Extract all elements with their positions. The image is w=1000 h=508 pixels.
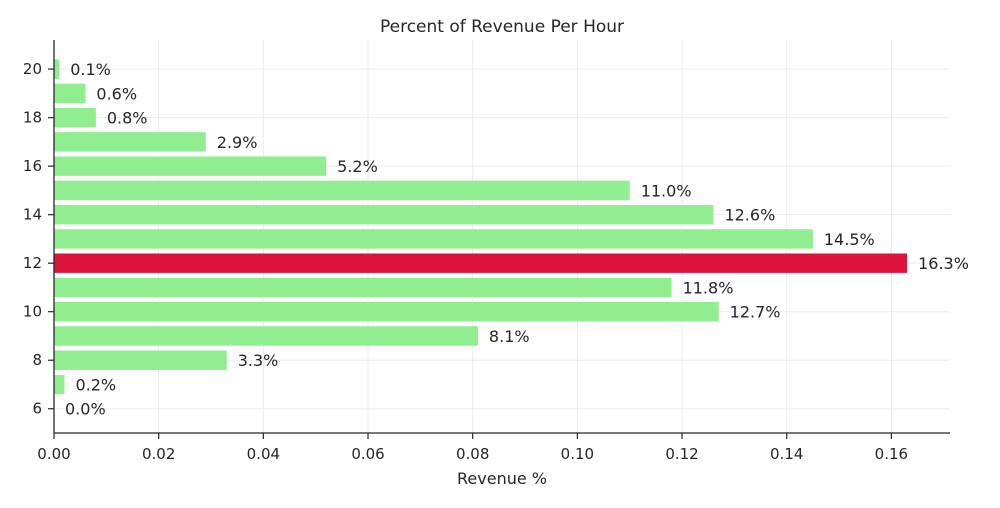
bar-label-hour-17: 2.9%: [217, 133, 258, 152]
bar-hour-19: [54, 83, 86, 104]
x-tick-label: 0.16: [875, 445, 908, 463]
y-tick-label: 18: [23, 109, 42, 127]
bar-label-hour-16: 5.2%: [337, 157, 378, 176]
bar-label-hour-15: 11.0%: [641, 181, 692, 200]
y-tick-label: 16: [23, 157, 42, 175]
x-tick-label: 0.14: [770, 445, 803, 463]
x-tick-label: 0.02: [142, 445, 175, 463]
bar-hour-7: [54, 374, 65, 395]
bar-hour-15: [54, 180, 630, 201]
bar-label-hour-12: 16.3%: [918, 254, 969, 273]
bar-hour-17: [54, 132, 206, 152]
bar-label-hour-6: 0.0%: [65, 400, 106, 419]
bar-label-hour-20: 0.1%: [70, 60, 111, 79]
bar-labels: 0.0% 0.2% 3.3% 8.1% 12.7% 11.8% 16.3% 14.5% 12.6…: [65, 60, 969, 419]
x-tick-label: 0.06: [351, 445, 384, 463]
x-tick-label: 0.08: [456, 445, 489, 463]
y-tick-label: 6: [32, 400, 42, 418]
bar-hour-9: [54, 326, 478, 346]
bar-hour-20: [54, 59, 60, 79]
bar-hour-14: [54, 204, 714, 225]
bar-label-hour-10: 12.7%: [730, 303, 781, 322]
bar-label-hour-19: 0.6%: [96, 84, 137, 103]
x-axis-label: Revenue %: [457, 469, 547, 488]
bar-label-hour-13: 14.5%: [824, 230, 875, 249]
x-tick-label: 0.00: [37, 445, 70, 463]
y-tick-label: 20: [23, 60, 42, 78]
y-axis-ticks: 6 8 10 12 14 16 18 20: [23, 60, 54, 418]
bar-label-hour-7: 0.2%: [75, 375, 116, 394]
bar-label-hour-8: 3.3%: [238, 351, 279, 370]
x-tick-label: 0.04: [247, 445, 280, 463]
bars: [54, 59, 908, 395]
x-tick-label: 0.10: [561, 445, 594, 463]
bar-hour-13: [54, 229, 813, 249]
bar-hour-12: [54, 253, 908, 273]
bar-hour-10: [54, 302, 719, 322]
y-tick-label: 10: [23, 303, 42, 321]
y-tick-label: 12: [23, 254, 42, 272]
chart-title: Percent of Revenue Per Hour: [380, 17, 624, 37]
bar-hour-11: [54, 277, 672, 298]
bar-label-hour-14: 12.6%: [724, 206, 775, 225]
bar-label-hour-9: 8.1%: [489, 327, 530, 346]
bar-hour-18: [54, 107, 96, 128]
x-tick-label: 0.12: [665, 445, 698, 463]
y-tick-label: 8: [32, 351, 42, 369]
bar-label-hour-11: 11.8%: [683, 278, 734, 297]
bar-hour-8: [54, 350, 227, 370]
x-axis-ticks: 0.00 0.02 0.04 0.06 0.08 0.10 0.12 0.14 0.16: [37, 433, 908, 463]
bar-label-hour-18: 0.8%: [107, 109, 148, 128]
y-tick-label: 14: [23, 206, 42, 224]
bar-hour-16: [54, 156, 327, 176]
